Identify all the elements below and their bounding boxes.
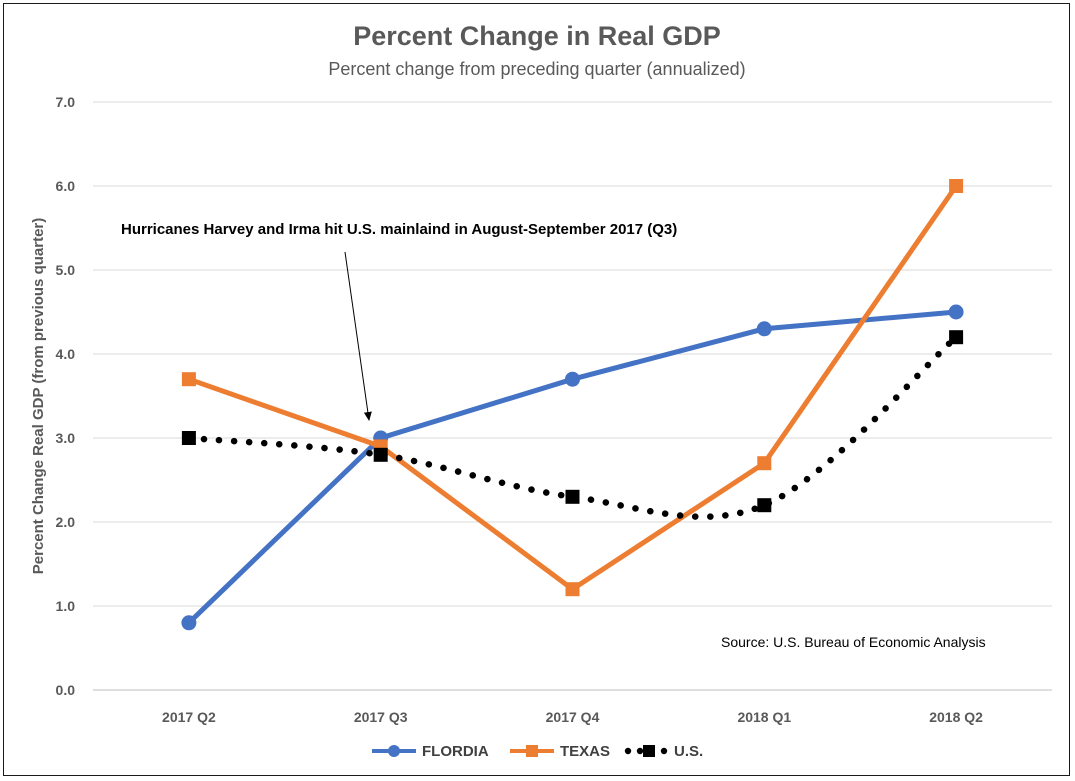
legend-swatch [526,745,538,757]
y-axis-ticks: 0.0 1.0 2.0 3.0 4.0 5.0 6.0 7.0 [56,94,76,698]
x-tick-label: 2017 Q3 [354,709,408,725]
legend-item-flordia: FLORDIA [372,743,489,760]
hurricane-annotation: Hurricanes Harvey and Irma hit U.S. main… [121,221,677,238]
data-point [565,582,580,597]
data-point [565,371,580,387]
data-point [181,431,196,445]
x-tick-label: 2018 Q2 [929,709,983,725]
series-flordia [181,304,964,631]
legend: FLORDIA TEXAS U.S. [372,743,703,760]
y-tick-label: 7.0 [56,94,76,110]
y-tick-label: 0.0 [56,682,76,698]
legend-swatch [660,747,668,755]
y-axis-label: Percent Change Real GDP (from previous q… [30,218,47,574]
y-tick-label: 3.0 [56,430,76,446]
series-layer [181,179,964,631]
y-tick-label: 6.0 [56,178,76,194]
legend-swatch [636,747,644,755]
gridlines [93,101,1052,691]
legend-item-texas: TEXAS [510,743,610,760]
chart-subtitle: Percent change from preceding quarter (a… [328,59,745,79]
x-axis-ticks: 2017 Q2 2017 Q3 2017 Q4 2018 Q1 2018 Q2 [162,709,983,725]
y-tick-label: 4.0 [56,346,76,362]
chart-title: Percent Change in Real GDP [353,21,721,51]
legend-label: U.S. [674,743,703,760]
annotation-arrow [344,251,372,421]
legend-label: TEXAS [560,743,610,760]
series-line [186,183,959,592]
data-point [949,179,964,193]
y-tick-label: 2.0 [56,514,76,530]
data-point [949,330,964,345]
x-tick-label: 2017 Q2 [162,709,216,725]
legend-item-u-s: U.S. [624,743,703,760]
x-tick-label: 2018 Q1 [737,709,791,725]
legend-swatch [643,745,655,757]
source-note: Source: U.S. Bureau of Economic Analysis [721,634,986,650]
y-tick-label: 5.0 [56,262,76,278]
data-point [181,372,196,387]
data-point [373,447,388,462]
data-point [181,615,197,631]
legend-label: FLORDIA [422,743,489,760]
data-point [757,498,772,513]
series-line [186,309,959,626]
data-point [757,456,772,471]
legend-swatch [624,747,632,755]
data-point [565,489,580,504]
series-texas [181,179,964,597]
data-point [948,304,964,320]
series-u-s [181,330,964,520]
y-tick-label: 1.0 [56,598,76,614]
data-point [756,321,772,337]
legend-swatch [388,745,400,757]
x-tick-label: 2017 Q4 [546,709,600,725]
